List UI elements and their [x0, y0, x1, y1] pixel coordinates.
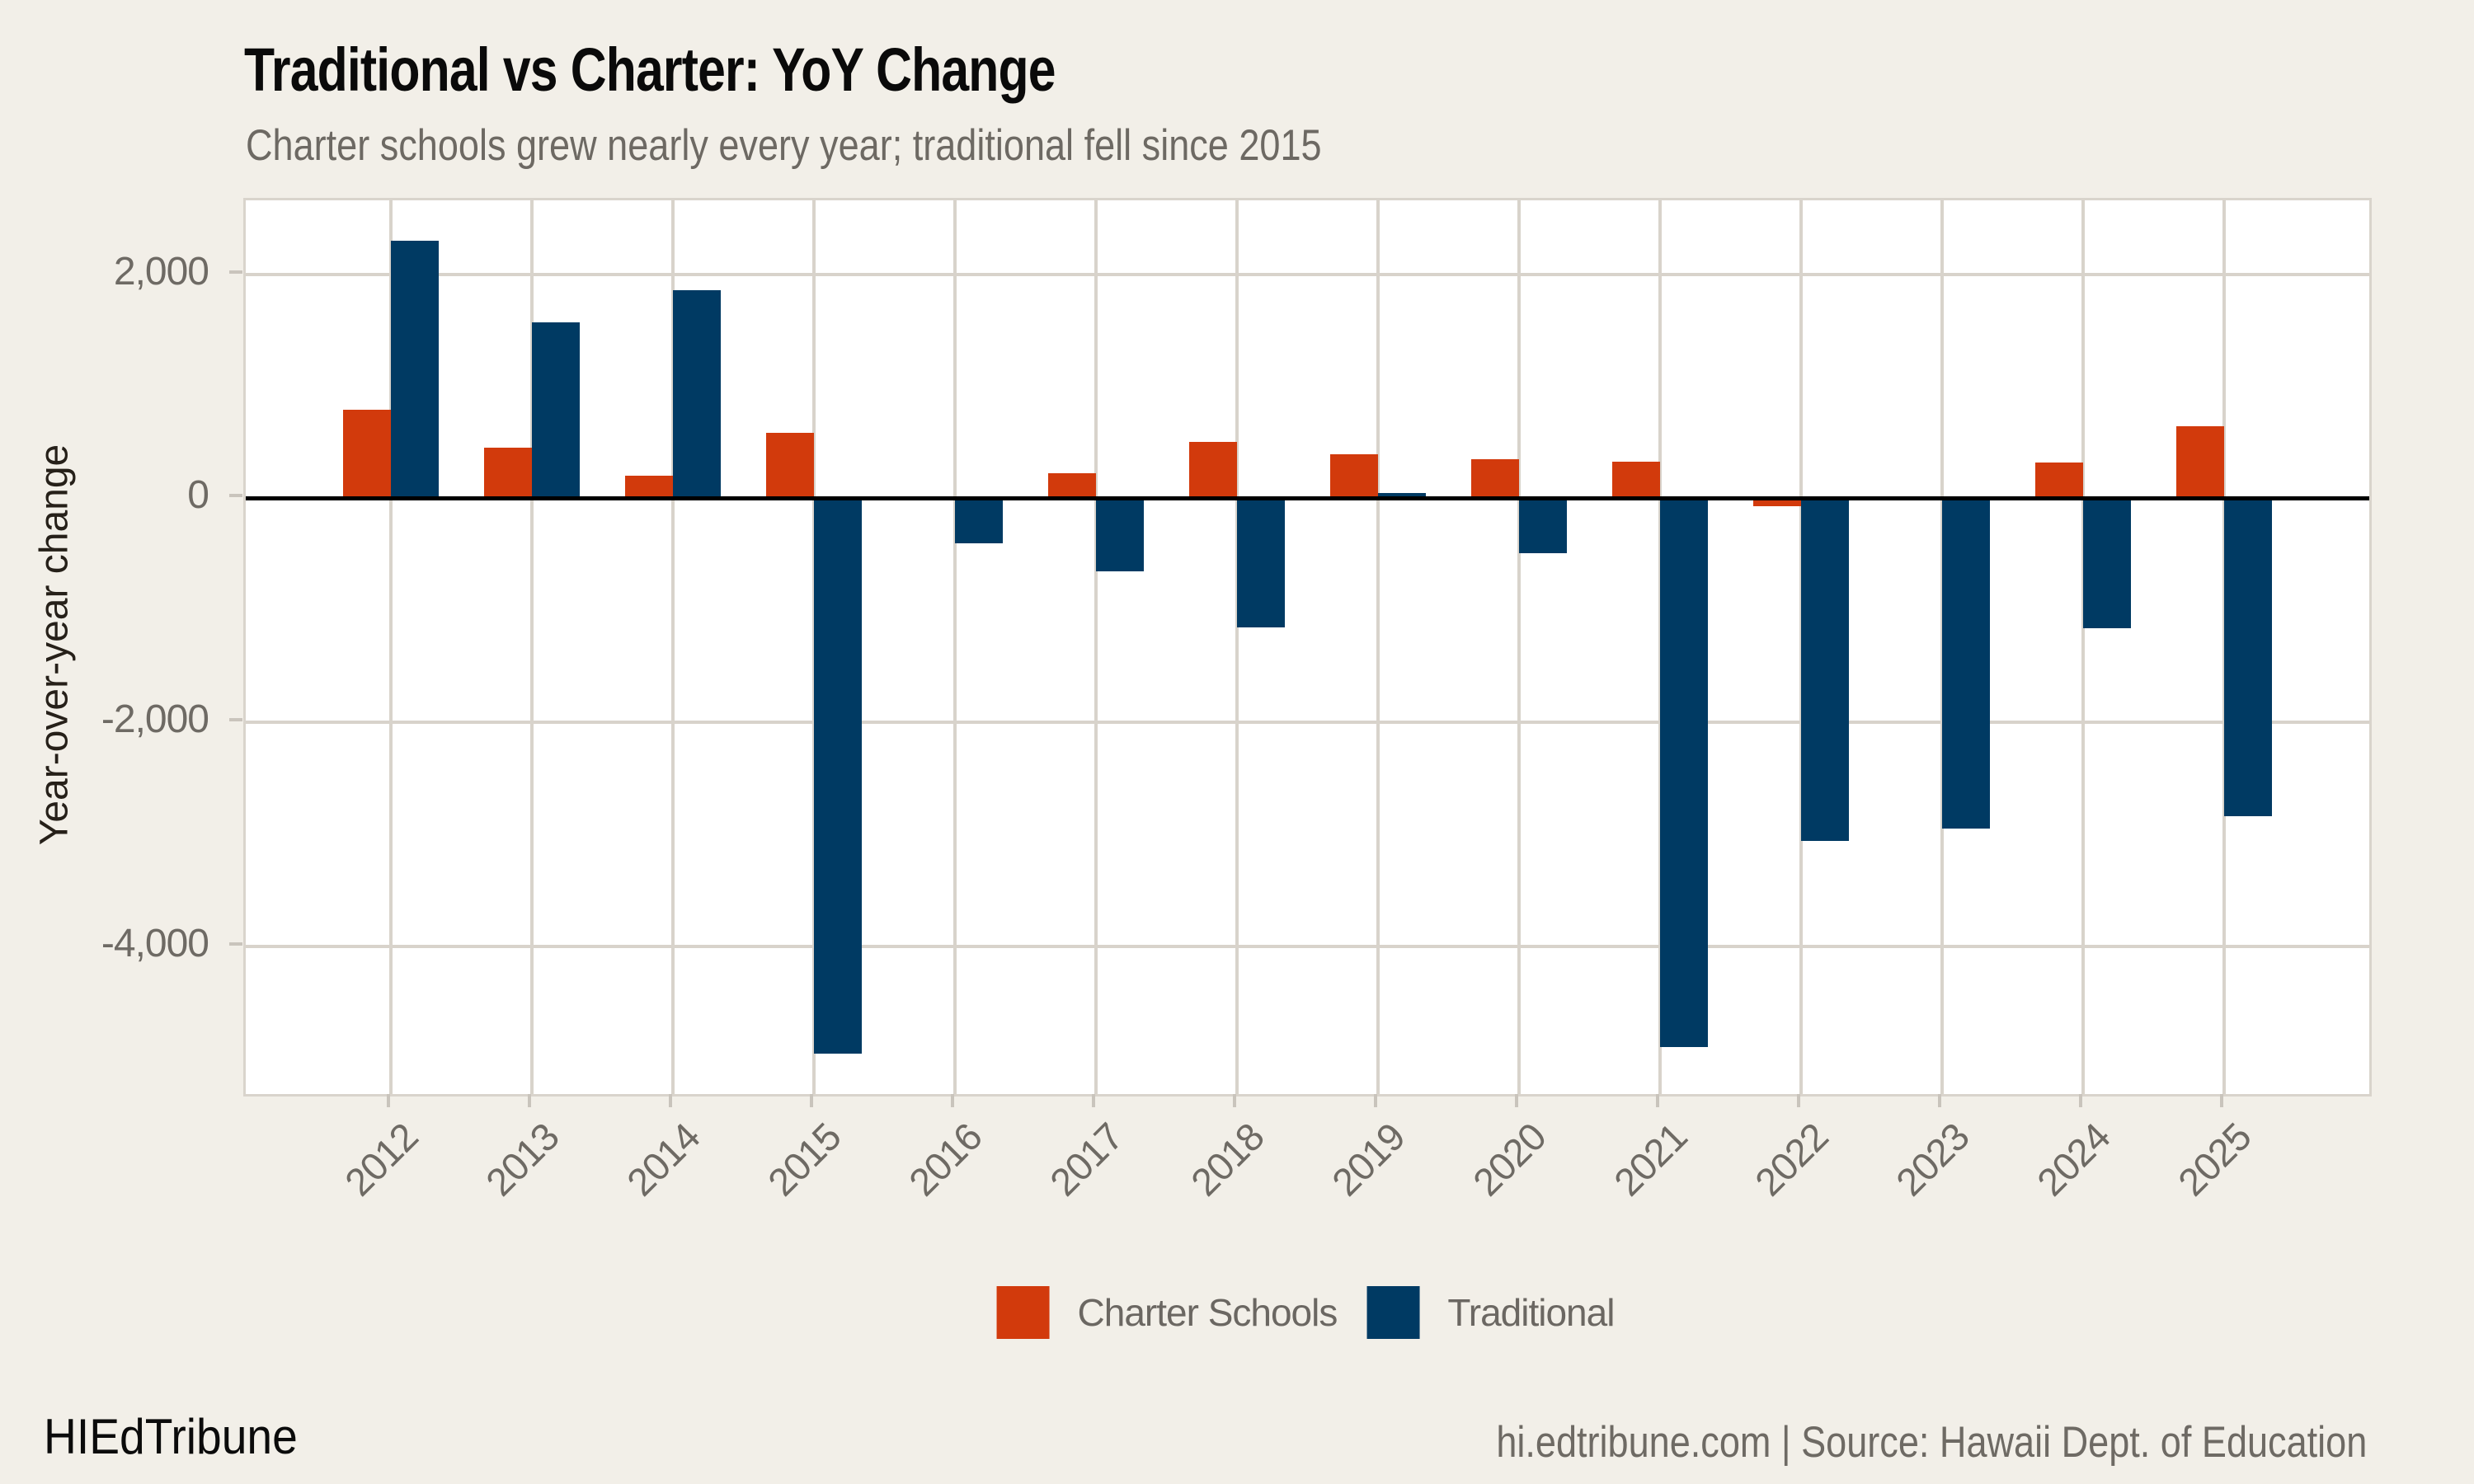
- x-tick-2012: [387, 1094, 390, 1107]
- x-label-2015: 2015: [759, 1114, 849, 1205]
- x-label-2013: 2013: [477, 1114, 567, 1205]
- x-tick-2014: [669, 1094, 672, 1107]
- legend-item-charter: Charter Schools: [996, 1286, 1338, 1339]
- zero-axis-line: [246, 496, 2369, 501]
- page-subtitle: Charter schools grew nearly every year; …: [246, 121, 1322, 170]
- bar-charter-2017: [1048, 472, 1096, 499]
- x-tick-2016: [951, 1094, 954, 1107]
- gridline-h--2000: [246, 721, 2369, 724]
- x-label-2024: 2024: [2028, 1114, 2119, 1205]
- x-tick-2020: [1515, 1094, 1518, 1107]
- bar-traditional-2013: [532, 322, 580, 499]
- x-tick-2022: [1797, 1094, 1800, 1107]
- page-title: Traditional vs Charter: YoY Change: [244, 35, 1056, 104]
- year-gridline-2018: [1235, 200, 1239, 1094]
- legend: Charter Schools Traditional: [996, 1286, 1615, 1339]
- x-tick-2015: [810, 1094, 813, 1107]
- x-label-2021: 2021: [1605, 1114, 1696, 1205]
- x-tick-2019: [1374, 1094, 1377, 1107]
- x-label-2023: 2023: [1887, 1114, 1978, 1205]
- y-tick-label-0: 0: [187, 473, 209, 518]
- bar-charter-2021: [1612, 461, 1660, 499]
- legend-item-traditional: Traditional: [1366, 1286, 1615, 1339]
- x-label-2014: 2014: [618, 1114, 708, 1205]
- year-gridline-2013: [530, 200, 534, 1094]
- bar-traditional-2017: [1096, 498, 1144, 571]
- legend-label-traditional: Traditional: [1447, 1291, 1615, 1334]
- gridline-h-2000: [246, 272, 2369, 276]
- x-label-2018: 2018: [1182, 1114, 1272, 1205]
- x-tick-2017: [1092, 1094, 1095, 1107]
- gridline-h--4000: [246, 944, 2369, 948]
- bar-traditional-2016: [955, 498, 1003, 543]
- bar-traditional-2021: [1660, 498, 1708, 1047]
- x-tick-2013: [528, 1094, 531, 1107]
- bar-traditional-2023: [1942, 498, 1990, 829]
- footer-brand: HIEdTribune: [44, 1409, 298, 1464]
- year-gridline-2017: [1094, 200, 1098, 1094]
- footer-source-attribution: hi.edtribune.com | Source: Hawaii Dept. …: [1496, 1418, 2367, 1467]
- legend-label-charter: Charter Schools: [1077, 1291, 1338, 1334]
- y-tick-0: [229, 494, 242, 498]
- bar-traditional-2020: [1519, 498, 1567, 553]
- bar-charter-2018: [1189, 442, 1237, 499]
- bar-traditional-2014: [673, 289, 721, 499]
- bar-traditional-2015: [814, 498, 862, 1054]
- bar-charter-2019: [1330, 454, 1378, 499]
- x-label-2012: 2012: [336, 1114, 426, 1205]
- bar-charter-2012: [343, 410, 391, 499]
- bar-traditional-2024: [2083, 498, 2131, 628]
- x-tick-2021: [1656, 1094, 1659, 1107]
- bar-traditional-2019: [1378, 493, 1426, 499]
- y-tick-label--2000: -2,000: [101, 697, 209, 741]
- bar-charter-2013: [484, 447, 532, 499]
- bar-charter-2024: [2035, 462, 2083, 499]
- y-tick-2000: [229, 270, 242, 274]
- year-gridline-2019: [1376, 200, 1380, 1094]
- x-label-2016: 2016: [900, 1114, 990, 1205]
- bar-charter-2025: [2176, 426, 2224, 499]
- x-label-2025: 2025: [2169, 1114, 2260, 1205]
- plot-area: [243, 198, 2372, 1097]
- x-tick-2024: [2079, 1094, 2082, 1107]
- x-tick-2025: [2220, 1094, 2223, 1107]
- x-label-2020: 2020: [1464, 1114, 1554, 1205]
- bar-traditional-2022: [1801, 498, 1849, 841]
- bar-traditional-2018: [1237, 498, 1285, 627]
- x-tick-2023: [1938, 1094, 1941, 1107]
- x-label-2022: 2022: [1746, 1114, 1837, 1205]
- bar-charter-2022: [1753, 498, 1801, 506]
- y-tick--4000: [229, 942, 242, 946]
- bar-traditional-2025: [2224, 498, 2272, 817]
- year-gridline-2020: [1517, 200, 1521, 1094]
- bar-charter-2014: [625, 476, 673, 499]
- bar-charter-2015: [766, 432, 814, 499]
- bar-charter-2020: [1471, 459, 1519, 499]
- year-gridline-2024: [2081, 200, 2085, 1094]
- x-label-2019: 2019: [1323, 1114, 1413, 1205]
- traditional-swatch-icon: [1366, 1286, 1420, 1339]
- bar-traditional-2012: [391, 240, 439, 499]
- x-label-2017: 2017: [1041, 1114, 1131, 1205]
- year-gridline-2012: [389, 200, 393, 1094]
- charter-swatch-icon: [996, 1286, 1050, 1339]
- x-tick-2018: [1233, 1094, 1236, 1107]
- y-tick-label-2000: 2,000: [113, 249, 209, 294]
- year-gridline-2016: [953, 200, 957, 1094]
- y-tick--2000: [229, 718, 242, 721]
- year-gridline-2014: [671, 200, 675, 1094]
- y-tick-label--4000: -4,000: [101, 921, 209, 965]
